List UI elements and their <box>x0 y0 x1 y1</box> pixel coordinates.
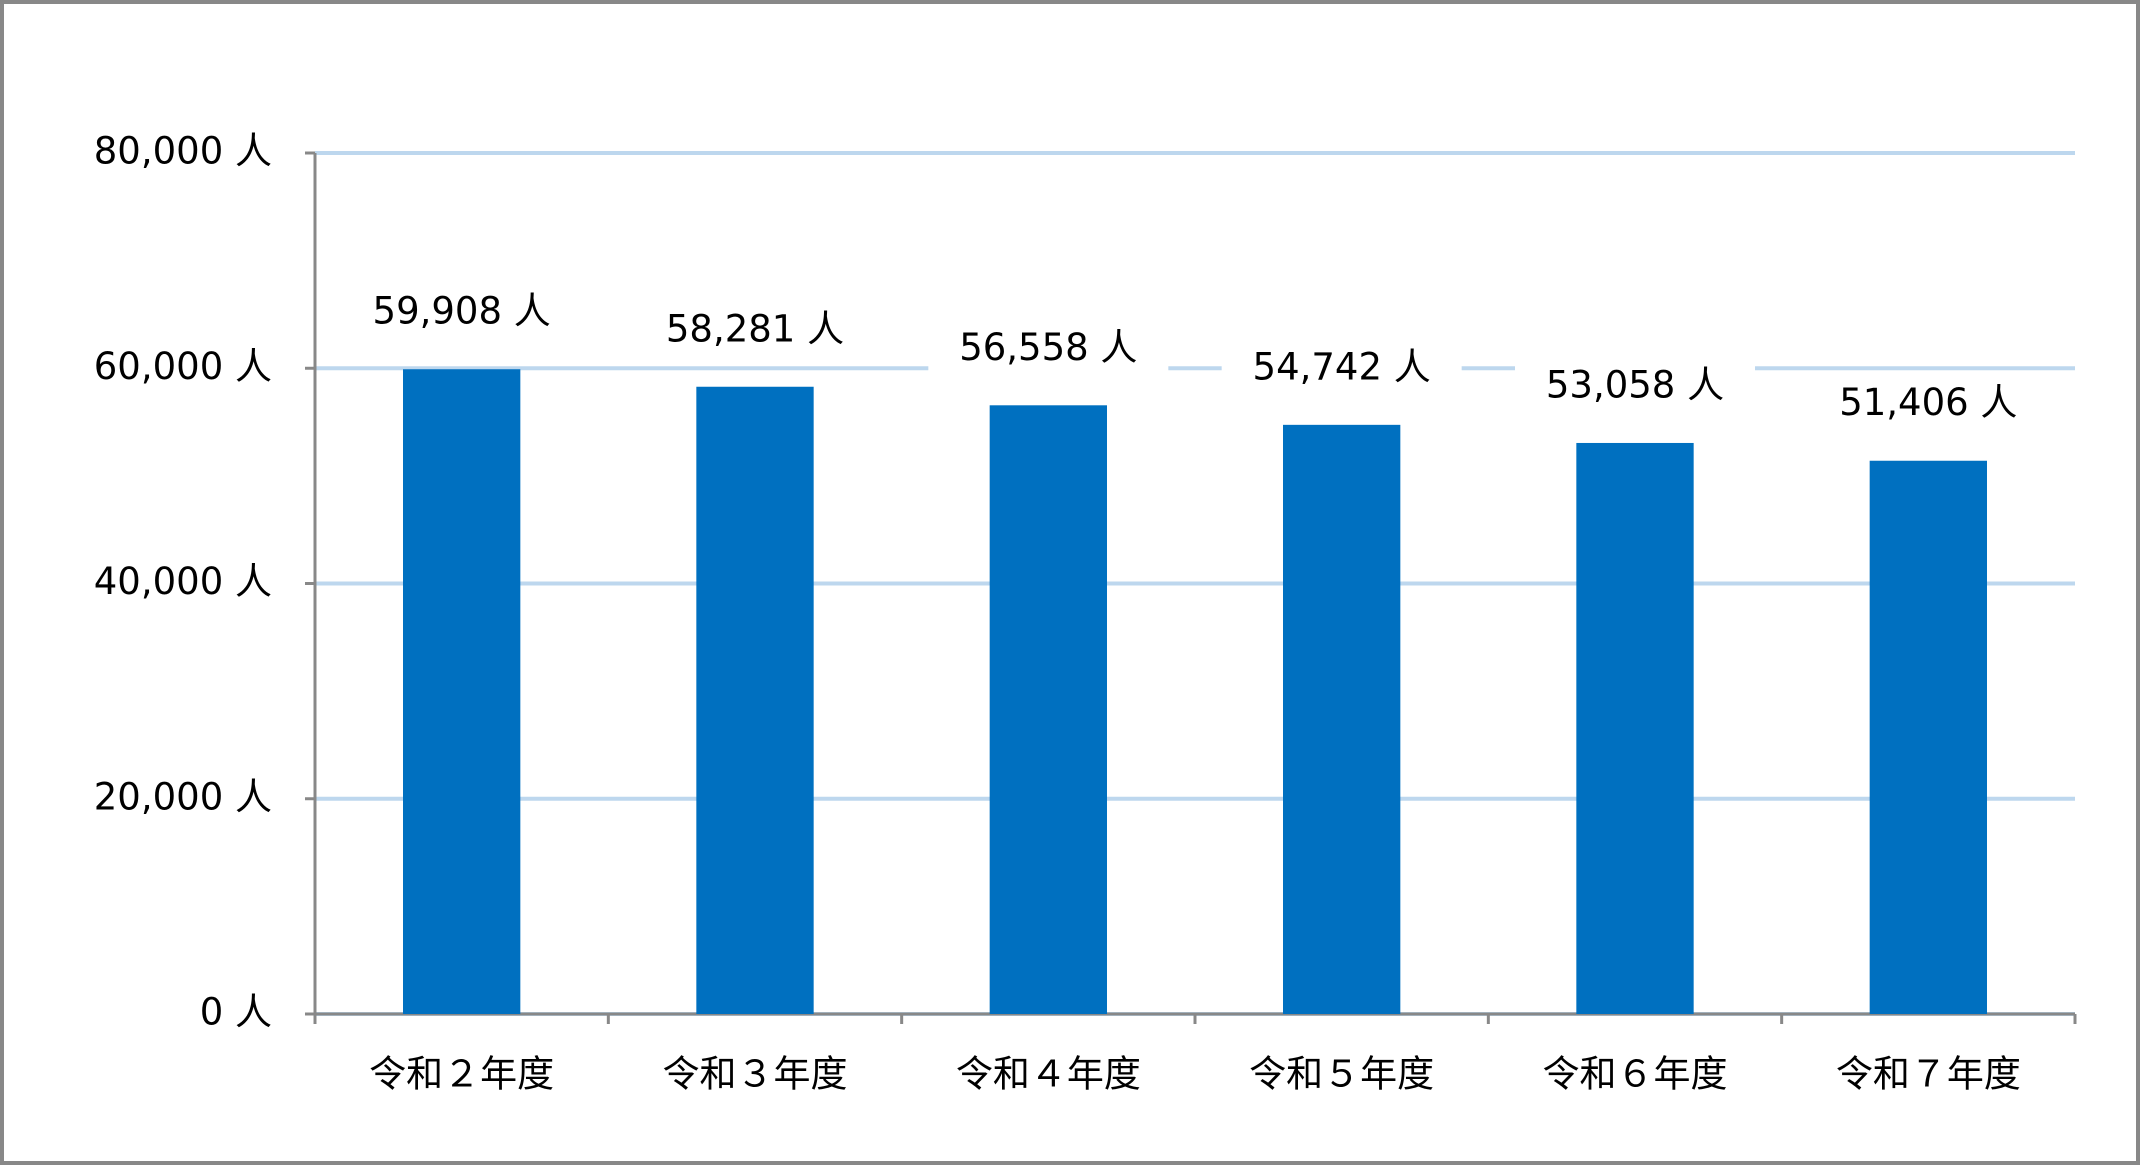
value-label-bg <box>928 323 1169 376</box>
value-label: 54,742 人 <box>1253 345 1431 388</box>
bar <box>403 369 521 1015</box>
x-tick-label: 令和７年度 <box>1836 1053 2021 1096</box>
value-label-bg <box>635 304 875 357</box>
value-label-bg <box>1808 378 2049 431</box>
bar <box>989 405 1107 1014</box>
x-tick-label: 令和５年度 <box>1249 1053 1434 1096</box>
y-tick-label: 20,000 人 <box>94 775 272 818</box>
value-label: 58,281 人 <box>666 307 844 350</box>
value-label: 59,908 人 <box>373 290 551 333</box>
value-label: 56,558 人 <box>959 326 1137 369</box>
bar <box>1283 424 1401 1014</box>
value-label-bg <box>1515 360 1755 413</box>
bar <box>1576 442 1694 1015</box>
x-tick-label: 令和６年度 <box>1543 1053 1728 1096</box>
bar <box>696 386 814 1014</box>
y-tick-label: 60,000 人 <box>94 345 272 388</box>
y-tick-label: 40,000 人 <box>94 560 272 603</box>
x-tick-label: 令和４年度 <box>956 1053 1141 1096</box>
bar <box>1869 460 1987 1014</box>
x-tick-label: 令和２年度 <box>369 1053 554 1096</box>
y-tick-label: 0 人 <box>200 991 272 1034</box>
value-label-bg <box>1221 342 1462 395</box>
y-tick-label: 80,000 人 <box>94 130 272 173</box>
value-label: 53,058 人 <box>1546 363 1724 406</box>
value-label: 51,406 人 <box>1839 381 2017 424</box>
x-tick-label: 令和３年度 <box>663 1053 848 1096</box>
value-label-bg <box>341 287 582 340</box>
